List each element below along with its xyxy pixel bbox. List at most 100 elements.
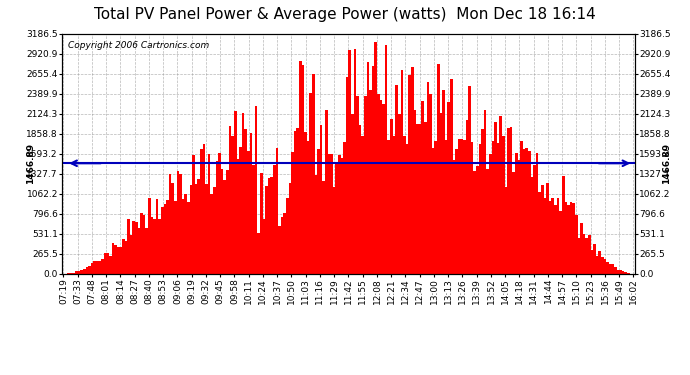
Bar [257, 232, 260, 274]
Bar [255, 106, 257, 274]
Bar [380, 100, 382, 274]
Bar [247, 151, 250, 274]
Bar [195, 184, 197, 274]
Bar [109, 256, 112, 274]
Bar [174, 201, 177, 274]
Bar [315, 175, 317, 274]
Bar [132, 221, 135, 274]
Bar [580, 223, 583, 274]
Bar [150, 217, 153, 274]
Bar [80, 270, 83, 274]
Bar [304, 132, 307, 274]
Bar [533, 165, 536, 274]
Bar [520, 141, 523, 274]
Bar [570, 202, 572, 274]
Bar [606, 262, 609, 274]
Bar [513, 172, 515, 274]
Bar [463, 140, 466, 274]
Bar [395, 85, 398, 274]
Bar [213, 187, 216, 274]
Bar [206, 184, 208, 274]
Bar [187, 202, 190, 274]
Bar [604, 259, 607, 274]
Bar [96, 261, 99, 274]
Bar [510, 127, 513, 274]
Bar [91, 263, 93, 274]
Bar [260, 173, 262, 274]
Text: Copyright 2006 Cartronics.com: Copyright 2006 Cartronics.com [68, 41, 209, 50]
Bar [526, 148, 528, 274]
Bar [624, 272, 627, 274]
Bar [627, 273, 629, 274]
Bar [234, 111, 237, 274]
Bar [348, 50, 351, 274]
Bar [291, 152, 294, 274]
Bar [226, 170, 228, 274]
Bar [549, 201, 551, 274]
Bar [137, 228, 140, 274]
Bar [591, 251, 593, 274]
Bar [288, 183, 291, 274]
Bar [385, 45, 388, 274]
Bar [366, 62, 369, 274]
Bar [372, 66, 375, 274]
Text: Total PV Panel Power & Average Power (watts)  Mon Dec 18 16:14: Total PV Panel Power & Average Power (wa… [94, 8, 596, 22]
Bar [231, 136, 234, 274]
Bar [453, 160, 455, 274]
Bar [130, 235, 132, 274]
Bar [239, 147, 241, 274]
Bar [203, 144, 206, 274]
Bar [252, 165, 255, 274]
Bar [494, 122, 497, 274]
Bar [354, 49, 356, 274]
Bar [403, 136, 406, 274]
Bar [619, 270, 622, 274]
Bar [595, 256, 598, 274]
Bar [86, 267, 88, 274]
Bar [286, 198, 288, 274]
Bar [161, 207, 164, 274]
Bar [489, 154, 491, 274]
Bar [164, 204, 166, 274]
Bar [117, 247, 119, 274]
Bar [377, 93, 380, 274]
Bar [476, 166, 479, 274]
Bar [184, 195, 187, 274]
Bar [299, 62, 302, 274]
Bar [523, 149, 526, 274]
Text: 1466.89: 1466.89 [26, 143, 35, 184]
Bar [497, 142, 500, 274]
Bar [106, 254, 109, 274]
Bar [575, 215, 578, 274]
Bar [614, 267, 617, 274]
Bar [190, 185, 193, 274]
Bar [536, 153, 538, 274]
Bar [177, 171, 179, 274]
Bar [268, 178, 270, 274]
Bar [101, 259, 104, 274]
Bar [159, 219, 161, 274]
Bar [567, 205, 570, 274]
Bar [224, 180, 226, 274]
Bar [297, 128, 299, 274]
Bar [429, 94, 432, 274]
Bar [518, 160, 520, 274]
Bar [153, 219, 156, 274]
Bar [312, 74, 315, 274]
Bar [216, 161, 218, 274]
Bar [112, 243, 114, 274]
Bar [479, 144, 481, 274]
Bar [331, 154, 333, 274]
Bar [471, 142, 473, 274]
Bar [171, 183, 174, 274]
Bar [504, 188, 507, 274]
Bar [413, 110, 416, 274]
Bar [148, 198, 150, 274]
Bar [369, 90, 372, 274]
Bar [432, 148, 435, 274]
Text: 1466.89: 1466.89 [662, 143, 671, 184]
Bar [393, 136, 395, 274]
Bar [426, 82, 429, 274]
Bar [338, 155, 341, 274]
Bar [273, 165, 275, 274]
